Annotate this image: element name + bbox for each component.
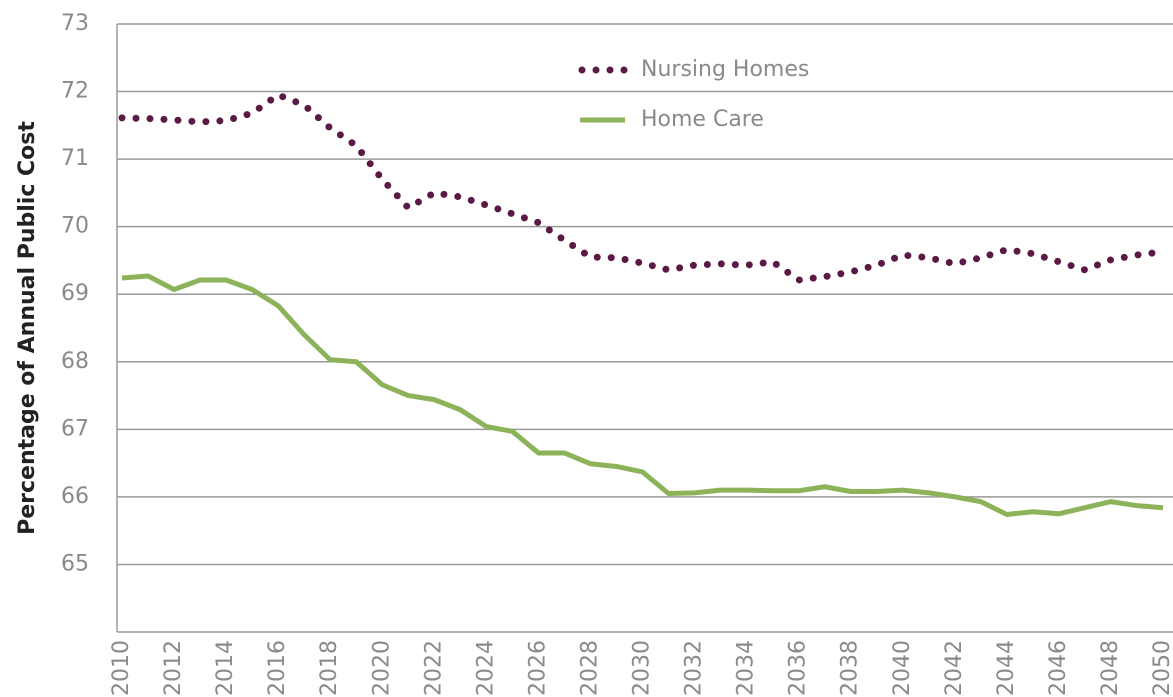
x-tick-label: 2020	[369, 640, 394, 696]
legend-label: Nursing Homes	[641, 57, 809, 82]
x-tick-label: 2012	[161, 640, 186, 696]
x-tick-label: 2036	[786, 640, 811, 696]
x-tick-label: 2022	[421, 640, 446, 696]
y-tick-label: 68	[61, 349, 89, 374]
x-tick-label: 2030	[630, 640, 655, 696]
legend-label: Home Care	[641, 107, 764, 132]
x-tick-label: 2010	[109, 640, 134, 696]
x-tick-label: 2026	[525, 640, 550, 696]
x-tick-label: 2038	[838, 640, 863, 696]
y-tick-label: 67	[61, 416, 89, 441]
series-line	[118, 91, 1167, 284]
x-tick-label: 2024	[473, 640, 498, 696]
x-tick-label: 2042	[942, 640, 967, 696]
x-tick-label: 2048	[1098, 640, 1123, 696]
y-tick-label: 65	[61, 551, 89, 576]
y-tick-label: 70	[61, 214, 89, 239]
y-tick-label: 73	[61, 11, 89, 36]
series-line	[121, 273, 1164, 517]
x-tick-label: 2028	[577, 640, 602, 696]
x-tick-label: 2050	[1150, 640, 1173, 696]
x-tick-label: 2044	[994, 640, 1019, 696]
x-tick-label: 2034	[734, 640, 759, 696]
y-tick-label: 72	[61, 79, 89, 104]
y-tick-label: 71	[61, 146, 89, 171]
x-tick-label: 2046	[1046, 640, 1071, 696]
x-tick-label: 2016	[265, 640, 290, 696]
x-tick-label: 2014	[213, 640, 238, 696]
y-axis-label: Percentage of Annual Public Cost	[15, 121, 40, 535]
y-tick-label: 66	[61, 484, 89, 509]
x-tick-label: 2032	[682, 640, 707, 696]
y-tick-label: 69	[61, 281, 89, 306]
x-tick-label: 2040	[890, 640, 915, 696]
x-tick-label: 2018	[317, 640, 342, 696]
